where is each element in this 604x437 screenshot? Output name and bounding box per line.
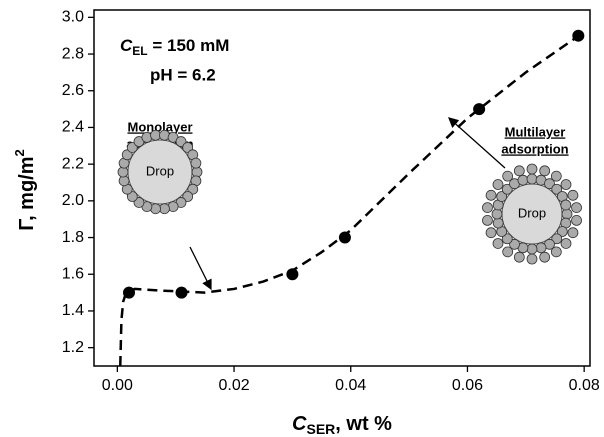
bead xyxy=(551,233,563,245)
bead xyxy=(121,149,133,161)
bead xyxy=(187,183,199,195)
bead xyxy=(182,142,194,153)
bead xyxy=(492,217,504,229)
bead xyxy=(561,208,573,220)
bead xyxy=(482,202,493,213)
x-label-main: C xyxy=(292,413,307,435)
bead xyxy=(485,189,497,201)
conc-main: C xyxy=(120,36,133,55)
bead xyxy=(526,243,538,255)
bead xyxy=(501,233,513,245)
ph-note: pH = 6.2 xyxy=(150,65,216,84)
multilayer-label: adsorption xyxy=(501,141,568,156)
x-label-sub: SER xyxy=(306,421,335,437)
bead xyxy=(560,199,572,211)
y-tick-label: 2.2 xyxy=(62,155,84,172)
y-tick-label: 1.4 xyxy=(62,302,84,319)
conc-rest: = 150 mM xyxy=(148,36,230,55)
bead xyxy=(560,179,572,190)
bead xyxy=(159,203,170,215)
y-tick-label: 1.2 xyxy=(62,339,84,356)
fit-curve xyxy=(119,30,585,367)
bead xyxy=(567,189,579,201)
bead xyxy=(118,175,130,187)
drop-label: Drop xyxy=(518,205,546,220)
bead xyxy=(482,215,493,226)
y-label-sup: 2 xyxy=(12,149,27,156)
y-tick-label: 2.0 xyxy=(62,192,84,209)
x-tick-label: 0.00 xyxy=(102,377,133,394)
drop-multilayer xyxy=(482,163,582,265)
bead xyxy=(535,242,547,254)
bead xyxy=(502,170,514,182)
y-tick-label: 1.8 xyxy=(62,229,84,246)
bead xyxy=(571,215,582,226)
arrow xyxy=(448,117,506,169)
concentration-note: CEL = 150 mM xyxy=(120,36,229,58)
bead xyxy=(502,246,514,258)
bead xyxy=(544,178,555,190)
x-tick-label: 0.06 xyxy=(452,377,483,394)
bead xyxy=(550,170,562,182)
x-tick-label: 0.08 xyxy=(569,377,600,394)
bead xyxy=(485,227,497,239)
bead xyxy=(550,246,562,258)
bead xyxy=(539,251,551,263)
data-point xyxy=(338,231,351,244)
conc-sub: EL xyxy=(132,44,147,58)
multilayer-label: Multilayer xyxy=(505,124,566,139)
bead xyxy=(126,191,138,202)
y-axis-label: Γ, mg/m2 xyxy=(12,149,38,231)
x-axis-label: CSER, wt % xyxy=(292,413,392,436)
x-tick-label: 0.02 xyxy=(218,377,249,394)
bead xyxy=(509,238,520,250)
y-tick-label: 2.6 xyxy=(62,82,84,99)
bead xyxy=(491,208,503,220)
bead xyxy=(513,165,525,177)
x-tick-label: 0.04 xyxy=(335,377,366,394)
bead xyxy=(567,227,579,239)
bead xyxy=(551,183,563,195)
drop-label: Drop xyxy=(146,163,174,178)
y-label-main: Γ, mg/m xyxy=(16,156,38,230)
bead xyxy=(526,163,538,175)
bead xyxy=(526,173,538,185)
bead xyxy=(539,165,551,177)
bead xyxy=(117,166,129,178)
bead xyxy=(517,174,529,186)
y-tick-label: 1.6 xyxy=(62,265,84,282)
y-tick-label: 3.0 xyxy=(62,9,84,26)
monolayer-label: Monolayer xyxy=(127,119,192,134)
bead xyxy=(526,253,538,265)
bead xyxy=(513,251,525,263)
bead xyxy=(191,166,203,178)
bead xyxy=(571,202,582,213)
bead xyxy=(492,238,504,249)
drop-monolayer xyxy=(117,129,203,215)
bead xyxy=(496,191,508,202)
plot-frame xyxy=(93,9,591,367)
bead xyxy=(150,129,161,141)
y-tick-label: 2.8 xyxy=(62,45,84,62)
bead xyxy=(190,157,202,169)
arrow xyxy=(189,246,212,291)
bead xyxy=(501,183,513,195)
bead xyxy=(560,238,572,249)
x-label-rest: , wt % xyxy=(335,413,392,435)
bead xyxy=(492,179,504,190)
bead xyxy=(556,226,568,237)
y-tick-label: 2.4 xyxy=(62,119,84,136)
